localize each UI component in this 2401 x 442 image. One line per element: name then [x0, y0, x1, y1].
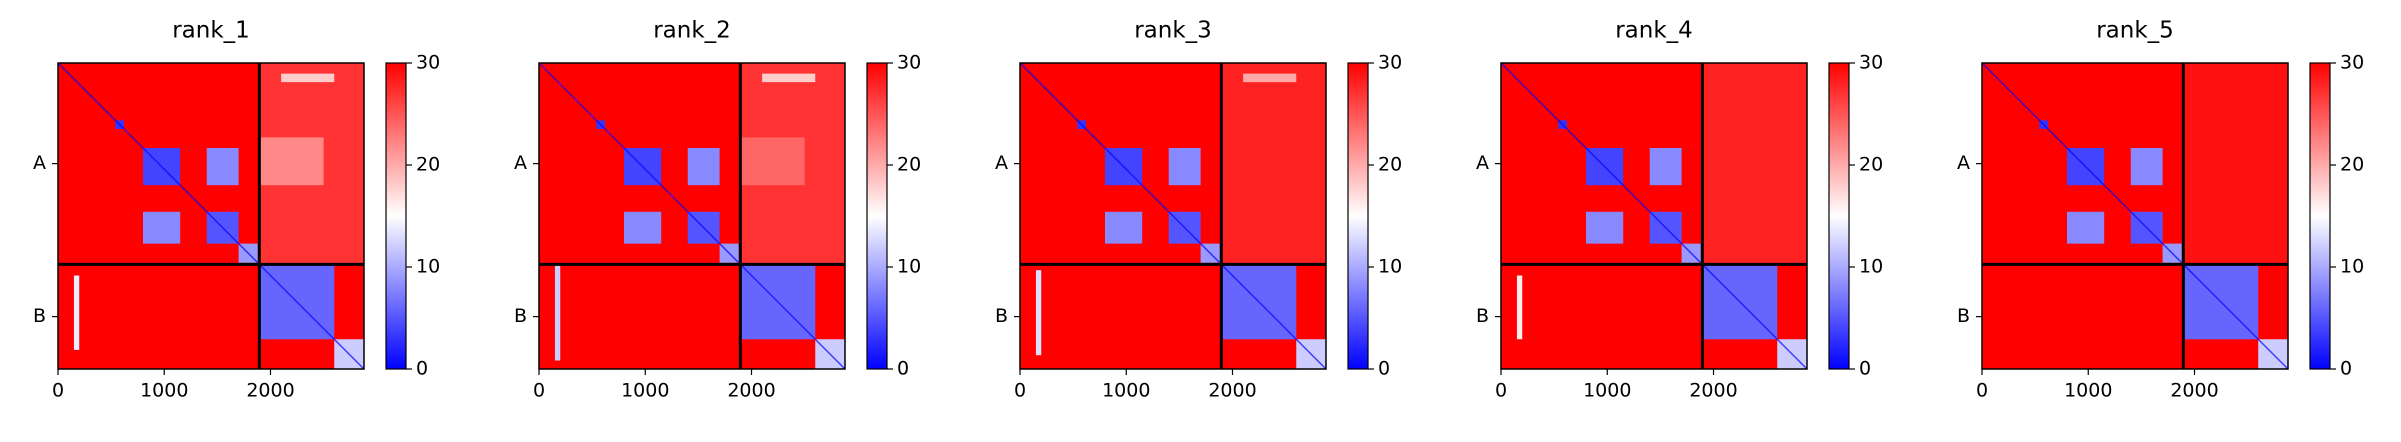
colorbar-tick-label: 30: [1859, 52, 1883, 74]
x-tick-label: 0: [1014, 380, 1026, 402]
diagonal: [58, 63, 364, 369]
heatmap-cell: [281, 73, 335, 83]
diagonal: [1020, 63, 1326, 369]
colorbar-tick-label: 30: [897, 52, 921, 74]
x-tick-label: 0: [1495, 380, 1507, 402]
heatmap-cell: [687, 148, 720, 186]
y-tick-label: A: [1476, 152, 1489, 174]
heatmap-cell: [2130, 148, 2163, 186]
heatmap-cell: [740, 137, 805, 186]
heatmap-cell: [143, 211, 181, 244]
x-tick-label: 0: [533, 380, 545, 402]
panel: rank_3 0 1000 2000 A B 0 10 20 30: [995, 18, 1402, 402]
x-tick-label: 2000: [1208, 380, 1256, 402]
panel-title: rank_3: [1134, 18, 1212, 44]
plot-frame: [1500, 62, 1808, 370]
heatmap-cell: [2183, 63, 2288, 265]
plot-frame: [57, 62, 365, 370]
heatmap-cell: [1105, 211, 1143, 244]
panel-title: rank_2: [653, 18, 731, 44]
colorbar-tick-label: 30: [2340, 52, 2364, 74]
colorbar-tick-label: 10: [416, 256, 440, 278]
x-tick-label: 1000: [140, 380, 188, 402]
heatmap-cell: [1649, 148, 1682, 186]
colorbar-tick-label: 10: [1378, 256, 1402, 278]
panel: rank_1 0 1000 2000 A B 0 10 20 30: [33, 18, 440, 402]
heatmap-cell: [624, 211, 662, 244]
y-tick-label: B: [1957, 305, 1970, 327]
heatmap-cell: [1221, 63, 1326, 265]
x-tick-label: 1000: [621, 380, 669, 402]
y-tick-label: B: [995, 305, 1008, 327]
colorbar: [2309, 62, 2331, 370]
x-tick-label: 2000: [246, 380, 294, 402]
heatmap-cell: [1586, 211, 1624, 244]
x-tick-label: 2000: [727, 380, 775, 402]
heatmap-cell: [259, 137, 324, 186]
colorbar-tick-label: 10: [897, 256, 921, 278]
heatmap-cell: [1516, 275, 1523, 340]
panel: rank_5 0 1000 2000 A B 0 10 20 30: [1957, 18, 2364, 402]
heatmap: [1501, 63, 1807, 369]
x-tick-label: 1000: [2064, 380, 2112, 402]
y-tick-label: A: [514, 152, 527, 174]
y-tick-label: A: [33, 152, 46, 174]
heatmap-cell: [554, 264, 561, 361]
colorbar: [385, 62, 407, 370]
colorbar: [866, 62, 888, 370]
panel: rank_4 0 1000 2000 A B 0 10 20 30: [1476, 18, 1883, 402]
heatmap: [58, 63, 364, 369]
colorbar-tick-label: 20: [1859, 154, 1883, 176]
diagonal: [1982, 63, 2288, 369]
heatmap-cell: [1702, 63, 1807, 265]
colorbar-tick-label: 10: [2340, 256, 2364, 278]
heatmap: [1982, 63, 2288, 369]
y-tick-label: B: [514, 305, 527, 327]
colorbar-tick-label: 0: [897, 358, 909, 380]
heatmap-cell: [1035, 270, 1042, 356]
y-tick-label: B: [1476, 305, 1489, 327]
plot-frame: [1019, 62, 1327, 370]
diagonal: [1501, 63, 1807, 369]
y-tick-label: A: [995, 152, 1008, 174]
heatmap: [539, 63, 845, 369]
colorbar-tick-label: 0: [1859, 358, 1871, 380]
colorbar-tick-label: 0: [1378, 358, 1390, 380]
colorbar-tick-label: 0: [2340, 358, 2352, 380]
heatmap-cell: [762, 73, 816, 83]
y-tick-label: A: [1957, 152, 1970, 174]
heatmap-cell: [73, 275, 80, 350]
heatmap-cell: [2067, 211, 2105, 244]
heatmap-cell: [1243, 73, 1297, 83]
heatmap: [1020, 63, 1326, 369]
heatmap-cell: [1168, 148, 1201, 186]
plot-frame: [1981, 62, 2289, 370]
colorbar-tick-label: 0: [416, 358, 428, 380]
panel-title: rank_5: [2096, 18, 2174, 44]
x-tick-label: 2000: [1689, 380, 1737, 402]
colorbar-tick-label: 20: [1378, 154, 1402, 176]
diagonal: [539, 63, 845, 369]
colorbar: [1828, 62, 1850, 370]
colorbar-tick-label: 30: [416, 52, 440, 74]
colorbar-tick-label: 20: [416, 154, 440, 176]
panel-title: rank_1: [172, 18, 250, 44]
panel-title: rank_4: [1615, 18, 1693, 44]
plot-frame: [538, 62, 846, 370]
colorbar-tick-label: 20: [897, 154, 921, 176]
x-tick-label: 2000: [2170, 380, 2218, 402]
x-tick-label: 0: [52, 380, 64, 402]
heatmap-cell: [206, 148, 239, 186]
x-tick-label: 0: [1976, 380, 1988, 402]
y-tick-label: B: [33, 305, 46, 327]
panel: rank_2 0 1000 2000 A B 0 10 20 30: [514, 18, 921, 402]
colorbar: [1347, 62, 1369, 370]
colorbar-tick-label: 20: [2340, 154, 2364, 176]
colorbar-tick-label: 30: [1378, 52, 1402, 74]
colorbar-tick-label: 10: [1859, 256, 1883, 278]
x-tick-label: 1000: [1583, 380, 1631, 402]
x-tick-label: 1000: [1102, 380, 1150, 402]
